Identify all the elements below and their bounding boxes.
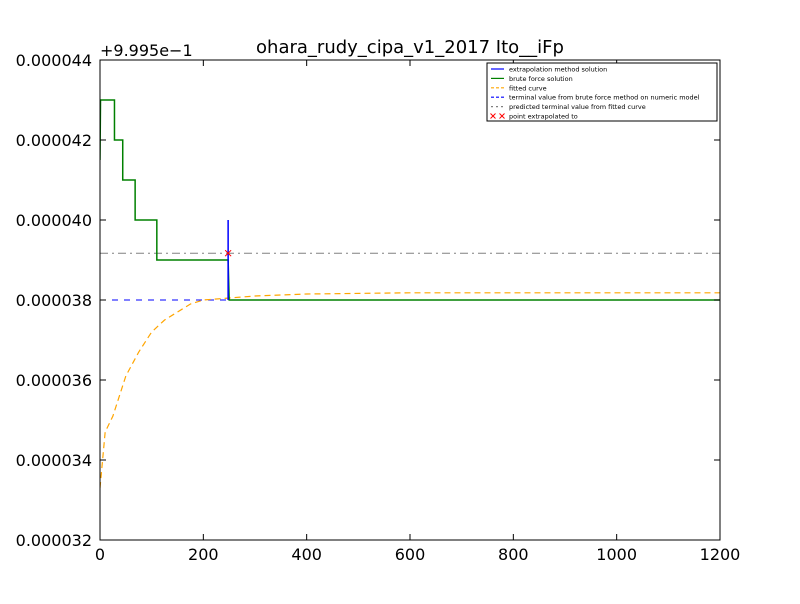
x-tick-label-5: 1000	[596, 545, 637, 564]
legend-label-predicted-terminal-value-from-fitted-curve: predicted terminal value from fitted cur…	[509, 103, 646, 111]
legend-label-terminal-value-from-brute-force-method-on-numeric-model: terminal value from brute force method o…	[509, 94, 700, 102]
x-tick-label-4: 800	[498, 545, 529, 564]
y-tick-label-1: 0.000034	[16, 451, 92, 470]
x-tick-label-2: 400	[291, 545, 322, 564]
x-tick-label-6: 1200	[700, 545, 741, 564]
series-fitted-curve	[100, 292, 720, 489]
legend-handle-point-extrapolated-to-1b	[499, 113, 505, 119]
legend-handle-point-extrapolated-to-0b	[490, 113, 496, 119]
y-tick-label-2: 0.000036	[16, 371, 92, 390]
chart-title: ohara_rudy_cipa_v1_2017 Ito__iFp	[256, 37, 564, 58]
x-tick-label-1: 200	[188, 545, 219, 564]
x-tick-label-0: 0	[95, 545, 105, 564]
marker-stroke-b	[224, 249, 232, 257]
y-tick-label-3: 0.000038	[16, 291, 92, 310]
ticks-layer: 0 200 400 600 800 1000 1200 0.000032 0.000034 0.0…	[16, 51, 741, 564]
legend-label-extrapolation-method-solution: extrapolation method solution	[509, 66, 607, 74]
y-offset-label: +9.995e−1	[100, 41, 193, 60]
legend-label-point-extrapolated-to: point extrapolated to	[509, 113, 578, 121]
legend-label-brute-force-solution: brute force solution	[509, 75, 573, 83]
y-tick-label-4: 0.000040	[16, 211, 92, 230]
plot-layer	[100, 99, 720, 489]
y-tick-label-5: 0.000042	[16, 131, 92, 150]
marker-point-extrapolated-to-0	[224, 249, 232, 257]
x-tick-label-3: 600	[395, 545, 426, 564]
legend-label-fitted-curve: fitted curve	[509, 84, 547, 92]
y-tick-label-6: 0.000044	[16, 51, 92, 70]
series-brute-force-solution	[100, 99, 720, 301]
y-tick-label-0: 0.000032	[16, 531, 92, 550]
legend-box	[486, 62, 718, 122]
